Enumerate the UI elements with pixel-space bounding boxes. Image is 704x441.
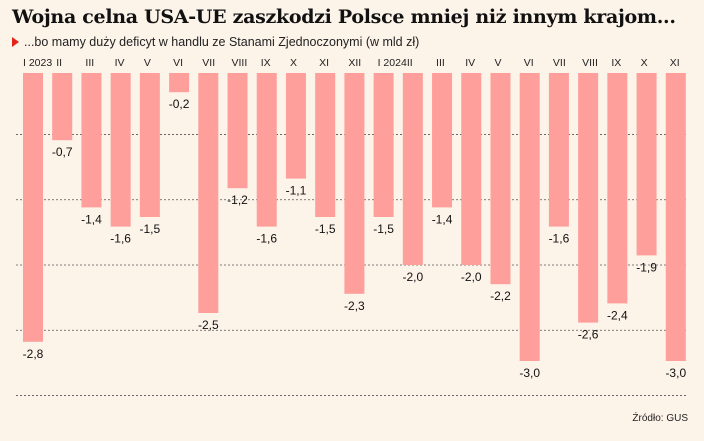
tick-label-0: I 2023 xyxy=(23,57,52,69)
bar-17 xyxy=(519,73,540,361)
bar-12 xyxy=(373,73,394,217)
data-label-5: -0,2 xyxy=(169,97,190,111)
tick-label-22: XI xyxy=(670,57,680,69)
data-label-12: -1,5 xyxy=(373,222,394,236)
bar-11 xyxy=(344,73,365,294)
tick-label-13: II xyxy=(407,57,413,69)
data-label-10: -1,5 xyxy=(315,222,336,236)
bar-6 xyxy=(198,73,219,313)
tick-label-2: III xyxy=(85,57,94,69)
data-label-4: -1,5 xyxy=(140,222,161,236)
data-label-17: -3,0 xyxy=(519,366,540,380)
data-label-22: -3,0 xyxy=(665,366,686,380)
bar-2 xyxy=(81,73,102,208)
tick-label-16: V xyxy=(494,57,501,69)
triangle-marker-icon xyxy=(12,37,19,47)
tick-label-7: VIII xyxy=(232,57,248,69)
chart-subtitle: ...bo mamy duży deficyt w handlu ze Stan… xyxy=(12,35,419,49)
tick-label-12: I 2024 xyxy=(378,57,407,69)
bar-15 xyxy=(461,73,482,265)
bar-19 xyxy=(578,73,599,323)
data-label-16: -2,2 xyxy=(490,289,511,303)
tick-label-1: II xyxy=(56,57,62,69)
data-label-1: -0,7 xyxy=(52,145,73,159)
bar-16 xyxy=(490,73,511,285)
bar-9 xyxy=(285,73,306,179)
bar-20 xyxy=(607,73,628,304)
tick-label-6: VII xyxy=(202,57,215,69)
bar-1 xyxy=(52,73,73,141)
tick-label-9: X xyxy=(290,57,297,69)
data-label-14: -1,4 xyxy=(432,212,453,226)
bar-22 xyxy=(665,73,686,361)
tick-label-3: IV xyxy=(115,57,125,69)
data-label-13: -2,0 xyxy=(402,270,423,284)
data-label-11: -2,3 xyxy=(344,299,365,313)
bar-8 xyxy=(256,73,277,227)
tick-label-5: VI xyxy=(173,57,183,69)
data-label-15: -2,0 xyxy=(461,270,482,284)
data-label-21: -1,9 xyxy=(636,260,657,274)
data-label-8: -1,6 xyxy=(256,232,277,246)
bar-7 xyxy=(227,73,248,189)
bar-21 xyxy=(636,73,657,256)
data-label-18: -1,6 xyxy=(549,232,570,246)
tick-label-18: VII xyxy=(553,57,566,69)
chart-title: Wojna celna USA-UE zaszkodzi Polsce mnie… xyxy=(12,6,676,28)
data-label-2: -1,4 xyxy=(81,212,102,226)
bar-13 xyxy=(402,73,423,265)
tick-label-15: IV xyxy=(465,57,475,69)
tick-label-4: V xyxy=(144,57,151,69)
bar-14 xyxy=(432,73,453,208)
data-label-9: -1,1 xyxy=(286,184,307,198)
tick-label-17: VI xyxy=(524,57,534,69)
data-label-19: -2,6 xyxy=(578,328,599,342)
source-note: Źródło: GUS xyxy=(632,413,688,424)
tick-label-20: IX xyxy=(611,57,621,69)
tick-label-19: VIII xyxy=(582,57,598,69)
chart-subtitle-text: ...bo mamy duży deficyt w handlu ze Stan… xyxy=(24,35,420,49)
tick-label-10: XI xyxy=(319,57,329,69)
data-label-20: -2,4 xyxy=(607,308,628,322)
data-label-6: -2,5 xyxy=(198,318,219,332)
bar-10 xyxy=(315,73,336,217)
tick-label-21: X xyxy=(641,57,648,69)
tick-label-14: III xyxy=(436,57,445,69)
bar-3 xyxy=(110,73,131,227)
bar-0 xyxy=(23,73,43,342)
data-label-0: -2,8 xyxy=(23,347,44,361)
data-label-3: -1,6 xyxy=(110,232,131,246)
tick-label-11: XII xyxy=(348,57,361,69)
bar-18 xyxy=(548,73,569,227)
bar-5 xyxy=(169,73,190,93)
tick-label-8: IX xyxy=(261,57,271,69)
bar-4 xyxy=(139,73,160,217)
data-label-7: -1,2 xyxy=(227,193,248,207)
